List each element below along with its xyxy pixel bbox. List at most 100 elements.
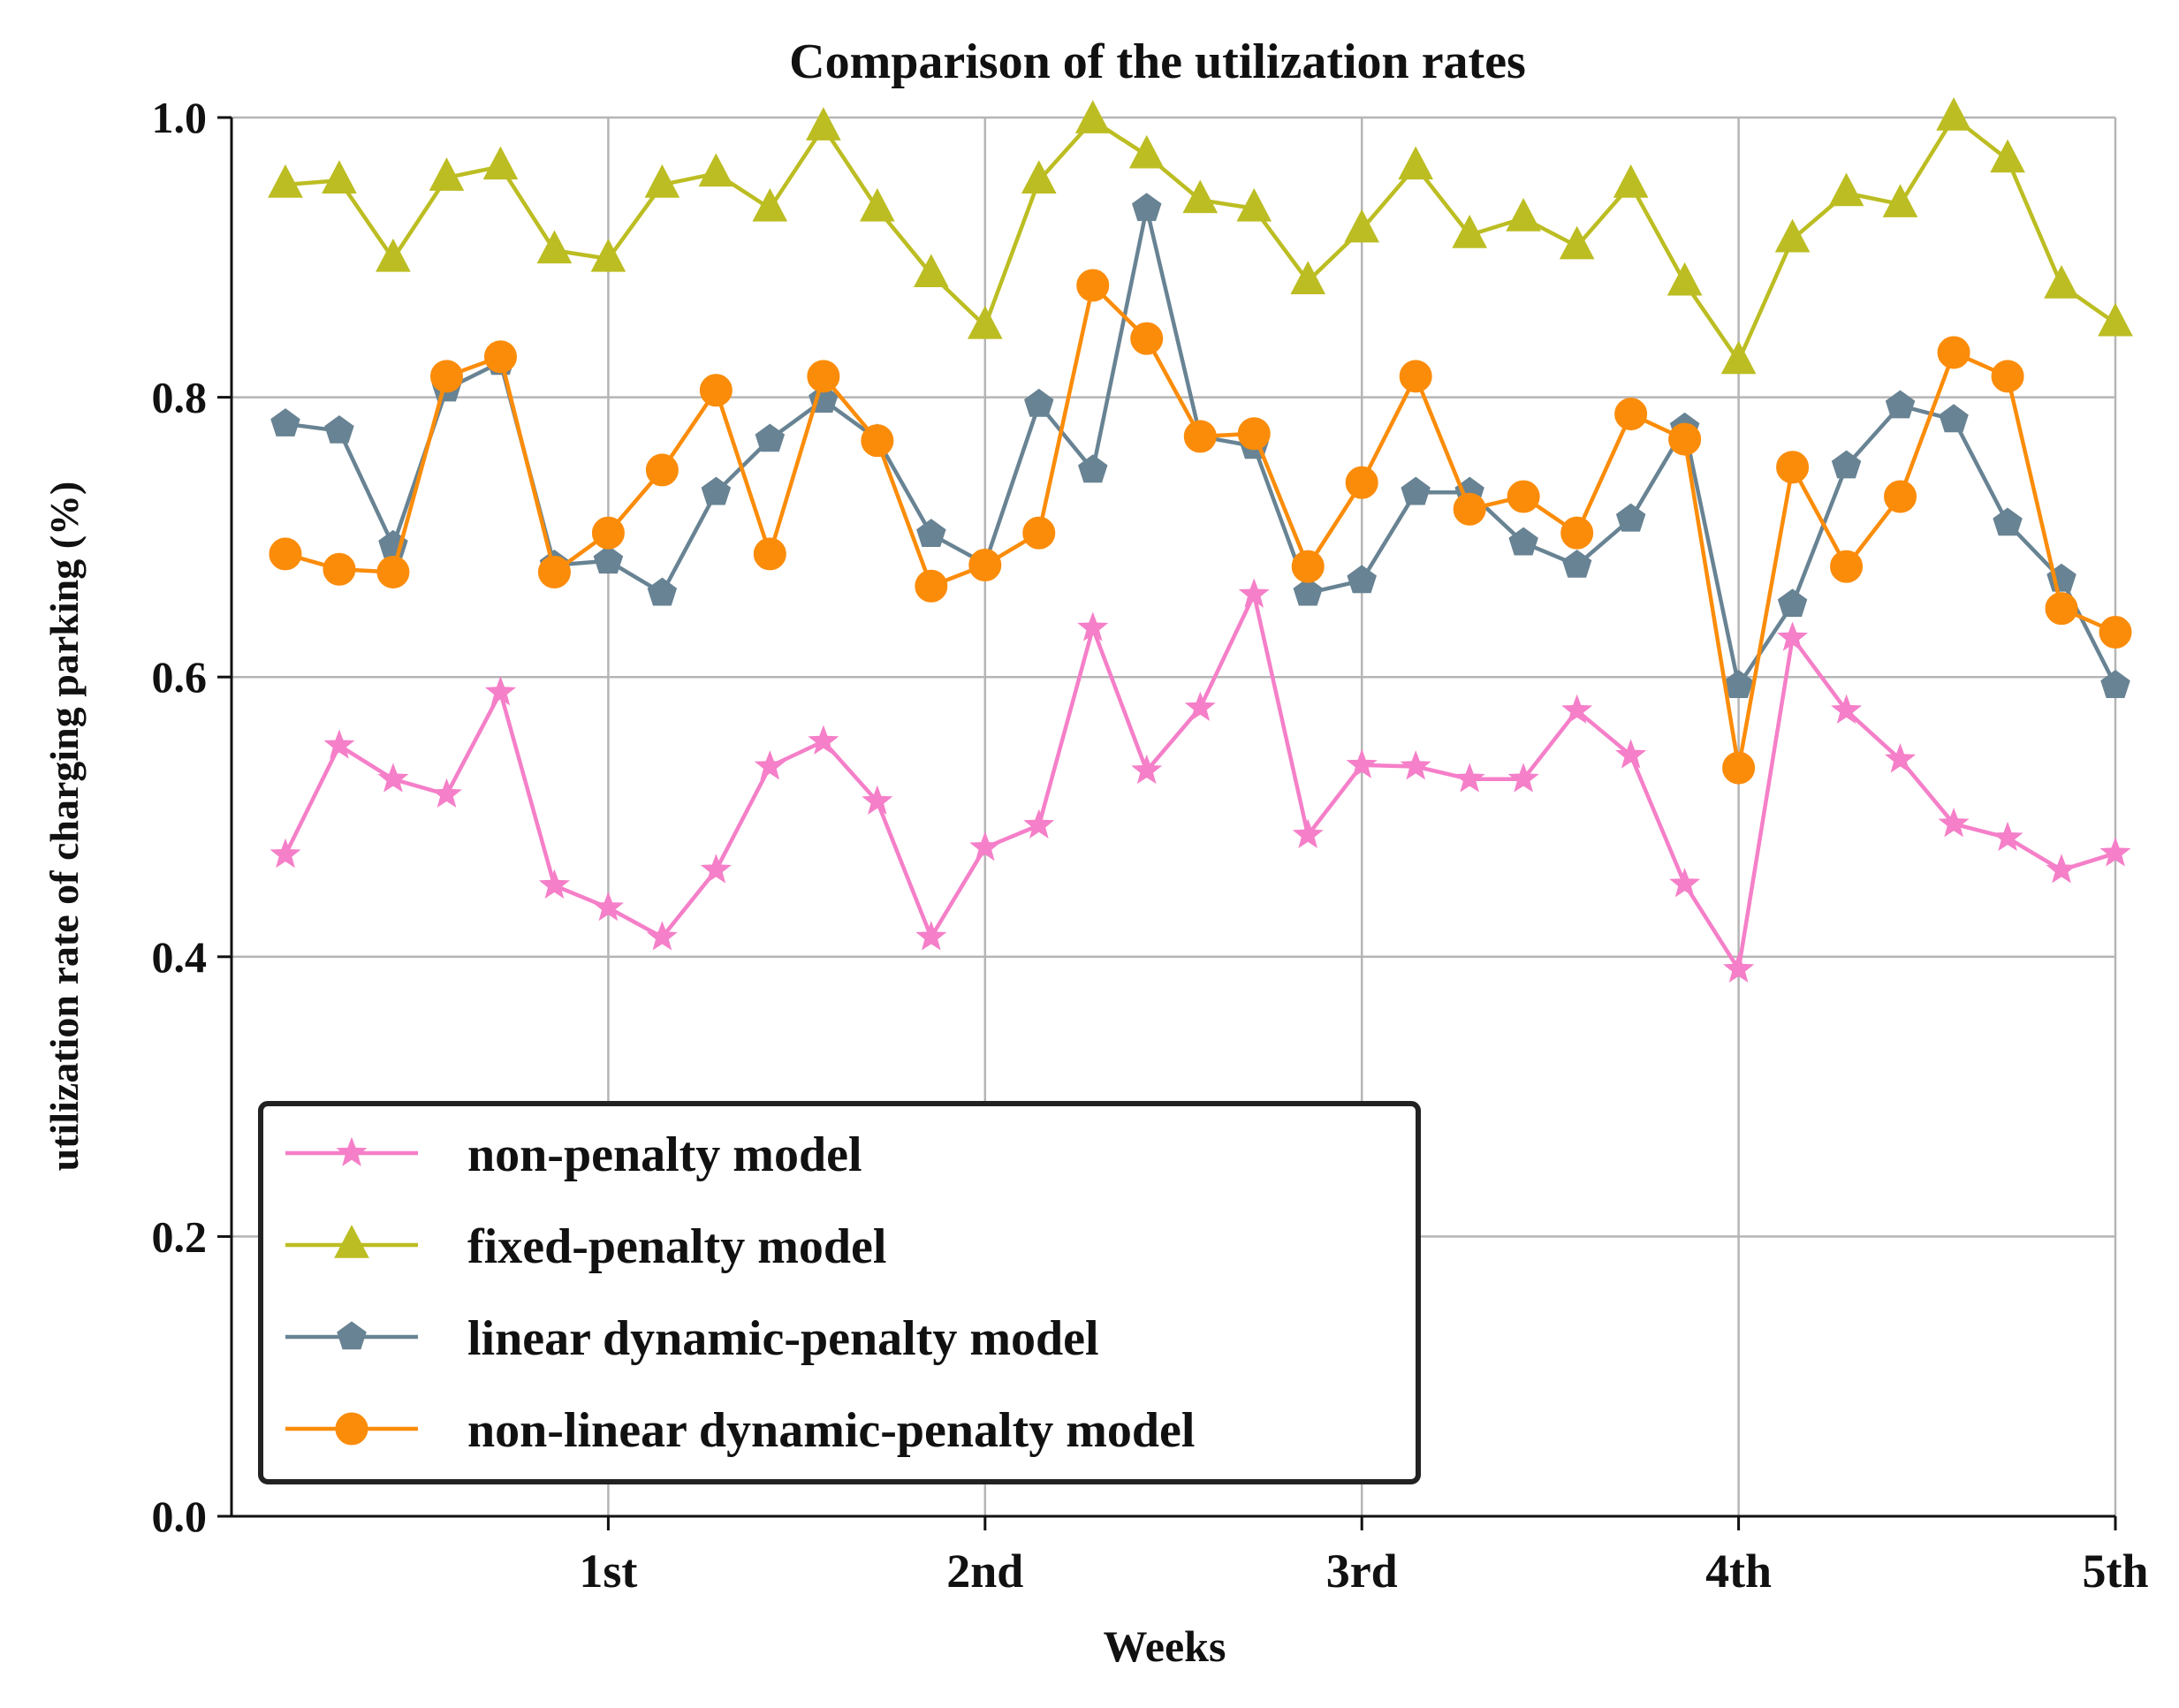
data-point-2-30 (1885, 390, 1916, 419)
data-point-0-19 (1292, 818, 1324, 848)
data-point-1-12 (913, 254, 949, 288)
data-point-0-33 (2046, 854, 2077, 884)
data-point-2-7 (647, 577, 678, 606)
legend-label-1: fixed-penalty model (467, 1219, 886, 1274)
data-point-0-14 (1023, 808, 1055, 839)
data-point-0-4 (484, 676, 516, 706)
data-point-3-17 (1183, 420, 1217, 453)
y-tick-label-5: 1.0 (152, 93, 208, 142)
data-point-1-25 (1613, 164, 1649, 198)
data-point-3-19 (1291, 550, 1325, 583)
data-point-3-12 (915, 569, 948, 603)
data-point-3-23 (1507, 480, 1540, 513)
data-point-1-31 (1936, 97, 1971, 131)
data-point-0-28 (1777, 621, 1809, 651)
data-point-2-27 (1723, 670, 1754, 698)
data-point-3-18 (1237, 417, 1271, 451)
data-point-1-23 (1506, 198, 1541, 232)
x-tick-label-0: 1st (579, 1545, 637, 1598)
legend-entry-0: non-penalty model (285, 1127, 862, 1182)
data-point-3-6 (591, 516, 625, 550)
legend-entry-2: linear dynamic-penalty model (285, 1311, 1099, 1366)
data-point-0-3 (430, 778, 462, 808)
data-point-3-29 (1830, 550, 1864, 583)
data-point-3-15 (1076, 269, 1110, 302)
data-point-1-34 (2098, 302, 2133, 337)
data-point-3-10 (807, 360, 840, 393)
data-point-3-25 (1614, 398, 1648, 431)
data-point-0-29 (1831, 694, 1863, 725)
series-3 (269, 269, 2132, 785)
data-point-1-30 (1882, 184, 1918, 217)
data-point-3-30 (1884, 480, 1917, 513)
data-point-3-11 (861, 424, 894, 458)
data-point-1-0 (268, 164, 303, 198)
data-point-0-1 (323, 729, 355, 759)
data-point-3-5 (537, 555, 571, 588)
data-point-0-34 (2099, 837, 2131, 867)
series-layer (268, 97, 2133, 983)
data-point-0-23 (1507, 763, 1539, 793)
legend-marker-0 (336, 1136, 368, 1166)
data-point-1-24 (1559, 225, 1595, 260)
data-point-1-20 (1344, 209, 1380, 243)
data-point-3-20 (1345, 466, 1378, 499)
data-point-3-26 (1668, 422, 1702, 456)
x-tick-label-3: 4th (1705, 1545, 1772, 1598)
data-point-0-16 (1131, 754, 1163, 785)
data-point-1-11 (860, 187, 895, 222)
data-point-1-19 (1290, 261, 1326, 294)
data-point-2-28 (1777, 588, 1808, 618)
data-point-1-3 (429, 157, 465, 191)
legend-marker-3 (335, 1412, 368, 1446)
data-point-3-24 (1560, 516, 1594, 550)
data-point-1-29 (1828, 172, 1864, 207)
data-point-1-15 (1074, 100, 1111, 133)
data-point-1-7 (644, 164, 680, 198)
legend-marker-1 (334, 1225, 369, 1258)
data-point-0-20 (1346, 748, 1378, 778)
data-point-1-17 (1182, 179, 1219, 214)
data-point-1-26 (1667, 262, 1703, 296)
y-tick-label-1: 0.2 (152, 1211, 208, 1261)
data-point-3-7 (645, 453, 679, 487)
y-tick-label-0: 0.0 (152, 1492, 208, 1541)
data-point-2-12 (916, 519, 946, 547)
data-point-2-19 (1293, 577, 1323, 606)
data-point-0-5 (538, 869, 570, 899)
data-point-2-20 (1347, 565, 1377, 594)
data-point-2-9 (755, 423, 786, 452)
x-tick-label-4: 5th (2082, 1545, 2148, 1598)
data-point-3-9 (753, 537, 786, 571)
data-point-3-33 (2045, 592, 2078, 626)
data-point-2-34 (2100, 670, 2130, 698)
series-line-0 (283, 592, 2116, 972)
data-point-3-16 (1130, 322, 1164, 355)
data-point-3-34 (2099, 616, 2132, 649)
data-point-3-13 (968, 549, 1002, 582)
data-point-0-22 (1454, 763, 1485, 793)
legend-label-0: non-penalty model (467, 1127, 862, 1182)
data-point-0-18 (1238, 578, 1270, 608)
data-point-2-25 (1615, 503, 1646, 532)
data-point-0-10 (808, 725, 839, 755)
data-point-2-14 (1024, 388, 1054, 417)
data-point-3-8 (699, 374, 733, 407)
data-point-2-8 (701, 476, 732, 505)
data-point-3-0 (269, 537, 302, 571)
data-point-0-30 (1885, 743, 1917, 773)
data-point-2-16 (1132, 193, 1162, 222)
x-tick-label-2: 3rd (1326, 1545, 1398, 1598)
data-point-3-21 (1399, 360, 1432, 393)
data-point-0-21 (1400, 750, 1431, 780)
data-point-1-8 (698, 153, 734, 187)
x-tick-label-1: 2nd (946, 1545, 1023, 1598)
data-point-1-28 (1774, 218, 1811, 253)
data-point-2-24 (1561, 549, 1592, 578)
chart-title: Comparison of the utilization rates (789, 34, 1526, 89)
data-point-0-27 (1723, 953, 1755, 983)
data-point-2-0 (270, 408, 300, 436)
data-point-1-22 (1452, 215, 1487, 248)
y-tick-label-4: 0.8 (152, 373, 208, 422)
